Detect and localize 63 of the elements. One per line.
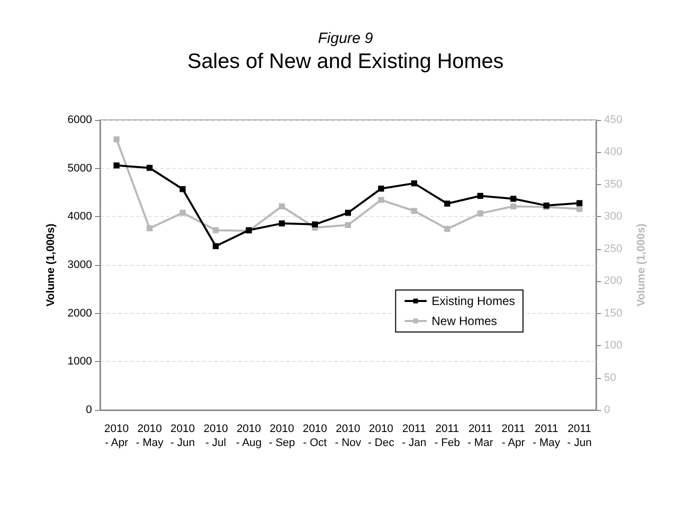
point [312, 221, 318, 228]
y-tick-label: 5000 [68, 162, 92, 174]
y-tick-label: 1000 [68, 356, 92, 368]
x-tick-label: 2010 - May [136, 423, 164, 449]
y-tick-label: 0 [86, 404, 92, 416]
point [212, 227, 219, 234]
x-tick-label: 2010 - Jun [170, 423, 195, 449]
x-tick-label: 2011 - Jan [402, 423, 426, 449]
point [444, 200, 450, 207]
y2-tick-label: 50 [604, 372, 616, 384]
x-tick-label: 2011 - Mar [467, 423, 494, 449]
y2-tick-label: 250 [604, 242, 622, 255]
x-tick-label: 2011 - Feb [434, 423, 460, 449]
legend-label: New Homes [432, 314, 497, 328]
point [114, 136, 120, 142]
point [146, 225, 153, 232]
x-tick-label: 2010 - Oct [302, 423, 328, 449]
point [477, 192, 484, 199]
y-tick-label: 6000 [68, 114, 92, 126]
point [278, 203, 285, 210]
point [378, 196, 384, 203]
point [510, 196, 516, 202]
point [180, 210, 186, 216]
x-tick-label: 2010 - Dec [368, 423, 395, 449]
y2-tick-label: 450 [604, 114, 622, 126]
y2-tick-label: 0 [604, 404, 610, 416]
point [510, 203, 516, 210]
x-tick-label: 2010 - Sep [268, 423, 296, 449]
x-tick-label: 2010 - Jul [203, 423, 228, 449]
x-tick-label: 2010 - Nov [334, 423, 362, 449]
point [411, 180, 418, 186]
y-tick-label: 2000 [68, 307, 92, 320]
y2-tick-label: 350 [604, 178, 622, 190]
point [378, 186, 384, 192]
point [180, 186, 186, 192]
y-tick-label: 4000 [68, 210, 92, 223]
point [576, 200, 582, 206]
x-tick-label: 2010 - Apr [104, 423, 129, 449]
y2-tick-label: 300 [604, 210, 622, 223]
point [345, 210, 351, 216]
point [477, 210, 484, 216]
y2-tick-label: 400 [604, 146, 622, 158]
y2-axis-title: Volume (1,000s) [636, 223, 648, 306]
point [411, 208, 418, 214]
point [114, 162, 120, 168]
point [576, 206, 582, 212]
x-tick-label: 2011 - Jun [567, 423, 592, 449]
point [345, 222, 351, 228]
y2-tick-label: 150 [604, 307, 622, 320]
chart-subtitle: Figure 9 [318, 30, 374, 47]
y2-tick-label: 100 [604, 340, 622, 352]
x-tick-label: 2011 - Apr [502, 423, 526, 449]
x-tick-label: 2011 - May [532, 423, 561, 449]
y-axis-title: Volume (1,000s) [45, 223, 58, 306]
x-tick-label: 2010 - Aug [236, 423, 262, 449]
point [146, 164, 153, 171]
point [278, 220, 285, 226]
y2-tick-label: 200 [604, 275, 622, 288]
point [444, 226, 450, 232]
chart-title: Sales of New and Existing Homes [187, 50, 504, 73]
point [212, 243, 219, 250]
y-tick-label: 3000 [68, 259, 92, 271]
legend-label: Existing Homes [432, 294, 516, 308]
